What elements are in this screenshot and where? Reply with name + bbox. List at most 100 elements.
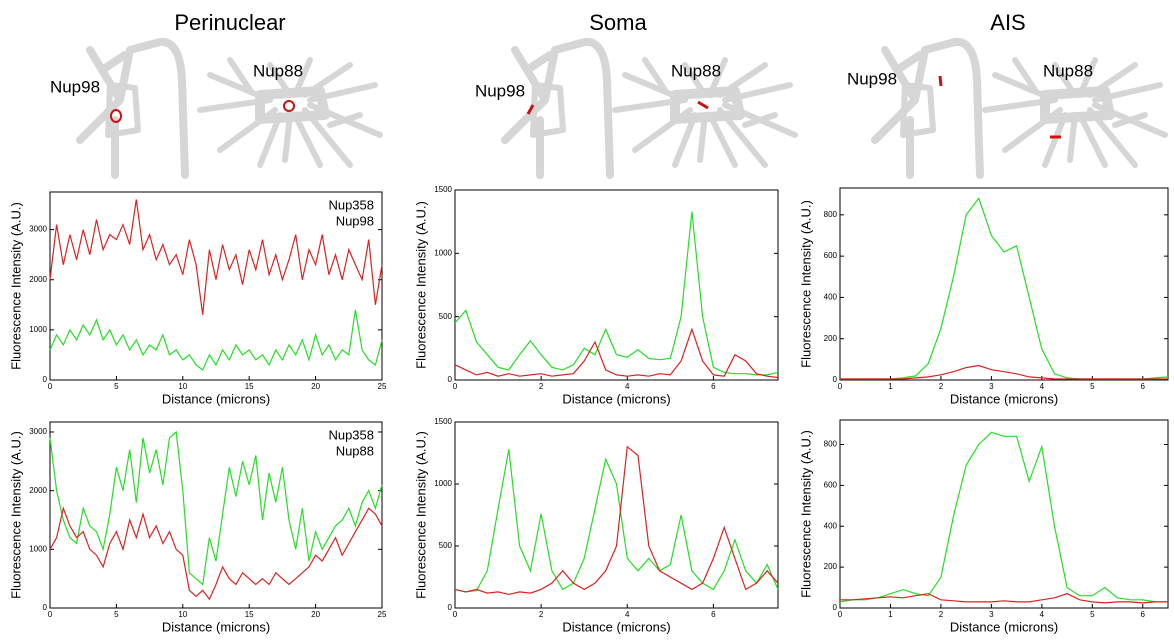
series-line: [455, 212, 778, 375]
plot-frame: [840, 420, 1168, 608]
y-tick-label: 0: [833, 603, 838, 612]
y-tick-label: 3000: [29, 427, 47, 436]
legend-entry: Nup358: [328, 197, 374, 212]
roi: [698, 102, 708, 108]
y-tick-label: 0: [448, 603, 453, 612]
y-tick-label: 1000: [29, 544, 47, 553]
legend-entry: Nup98: [336, 213, 374, 228]
x-tick-label: 4: [625, 610, 630, 619]
y-tick-label: 800: [824, 440, 838, 449]
x-tick-label: 25: [378, 382, 387, 391]
x-tick-label: 20: [311, 610, 320, 619]
cell-label: Nup98: [847, 69, 897, 88]
y-axis-label: Fluorescence Intensity (A.U.): [8, 431, 23, 599]
x-tick-label: 0: [838, 382, 843, 391]
plot-frame: [455, 190, 778, 380]
x-tick-label: 2: [939, 382, 944, 391]
x-tick-label: 6: [711, 610, 716, 619]
cell-label: Nup88: [671, 61, 721, 80]
x-tick-label: 25: [378, 610, 387, 619]
y-tick-label: 400: [824, 293, 838, 302]
x-axis-label: Distance (microns): [162, 391, 270, 406]
x-tick-label: 1: [888, 610, 893, 619]
x-tick-label: 0: [453, 382, 458, 391]
y-axis-label: Fluorescence Intensity (A.U.): [413, 201, 428, 369]
x-tick-label: 10: [178, 382, 187, 391]
y-tick-label: 200: [824, 334, 838, 343]
x-tick-label: 0: [48, 610, 53, 619]
y-tick-label: 400: [824, 521, 838, 530]
y-tick-label: 1500: [434, 417, 452, 426]
x-tick-label: 15: [245, 382, 254, 391]
cell-label: Nup98: [475, 81, 525, 100]
y-tick-label: 0: [43, 375, 48, 384]
x-tick-label: 3: [989, 382, 994, 391]
x-tick-label: 2: [939, 610, 944, 619]
series-line: [50, 508, 382, 599]
roi: [940, 76, 941, 86]
y-axis-label: Fluorescence Intensity (A.U.): [798, 430, 813, 598]
cell-label: Nup88: [1043, 61, 1093, 80]
y-tick-label: 600: [824, 251, 838, 260]
y-tick-label: 1000: [434, 479, 452, 488]
panel-title: Soma: [589, 10, 647, 35]
x-tick-label: 4: [1040, 382, 1045, 391]
x-tick-label: 4: [625, 382, 630, 391]
y-tick-label: 0: [833, 375, 838, 384]
x-tick-label: 6: [1141, 610, 1146, 619]
x-tick-label: 6: [711, 382, 716, 391]
plot-frame: [455, 422, 778, 608]
x-tick-label: 6: [1141, 382, 1146, 391]
x-tick-label: 2: [539, 382, 544, 391]
figure: Perinuclear Soma AIS Nup98 Nup88 Nup98 N…: [0, 0, 1174, 641]
x-tick-label: 5: [1090, 382, 1095, 391]
y-tick-label: 1500: [434, 185, 452, 194]
x-tick-label: 2: [539, 610, 544, 619]
y-tick-label: 0: [43, 603, 48, 612]
x-axis-label: Distance (microns): [562, 619, 670, 634]
y-tick-label: 2000: [29, 275, 47, 284]
series-line: [455, 447, 778, 595]
y-tick-label: 0: [448, 375, 453, 384]
series-line: [840, 366, 1168, 380]
y-tick-label: 500: [439, 541, 453, 550]
y-tick-label: 500: [439, 312, 453, 321]
x-axis-label: Distance (microns): [950, 619, 1058, 634]
series-line: [840, 432, 1168, 602]
neuron-a: [80, 42, 185, 175]
y-axis-label: Fluorescence Intensity (A.U.): [413, 431, 428, 599]
cell-label: Nup88: [253, 61, 303, 80]
y-tick-label: 1000: [29, 325, 47, 334]
plot-frame: [840, 188, 1168, 380]
y-tick-label: 2000: [29, 486, 47, 495]
series-line: [50, 200, 382, 315]
panel-title: Perinuclear: [174, 10, 285, 35]
x-tick-label: 1: [888, 382, 893, 391]
y-axis-label: Fluorescence Intensity (A.U.): [8, 202, 23, 370]
x-tick-label: 5: [114, 382, 119, 391]
y-tick-label: 800: [824, 210, 838, 219]
panel-title: AIS: [990, 10, 1025, 35]
roi: [284, 101, 294, 111]
x-tick-label: 4: [1040, 610, 1045, 619]
series-line: [50, 310, 382, 370]
x-tick-label: 15: [245, 610, 254, 619]
y-tick-label: 1000: [434, 248, 452, 257]
y-tick-label: 3000: [29, 225, 47, 234]
legend-entry: Nup358: [328, 427, 374, 442]
x-axis-label: Distance (microns): [162, 619, 270, 634]
series-line: [455, 449, 778, 592]
neuron-a: [505, 42, 610, 175]
x-tick-label: 20: [311, 382, 320, 391]
x-tick-label: 5: [114, 610, 119, 619]
x-tick-label: 0: [48, 382, 53, 391]
y-axis-label: Fluorescence Intensity (A.U.): [798, 200, 813, 368]
x-tick-label: 5: [1090, 610, 1095, 619]
plot-frame: [50, 422, 382, 608]
x-tick-label: 3: [989, 610, 994, 619]
legend-entry: Nup88: [336, 443, 374, 458]
y-tick-label: 200: [824, 562, 838, 571]
series-line: [840, 198, 1168, 379]
x-tick-label: 0: [838, 610, 843, 619]
illustrations: [80, 42, 1165, 175]
